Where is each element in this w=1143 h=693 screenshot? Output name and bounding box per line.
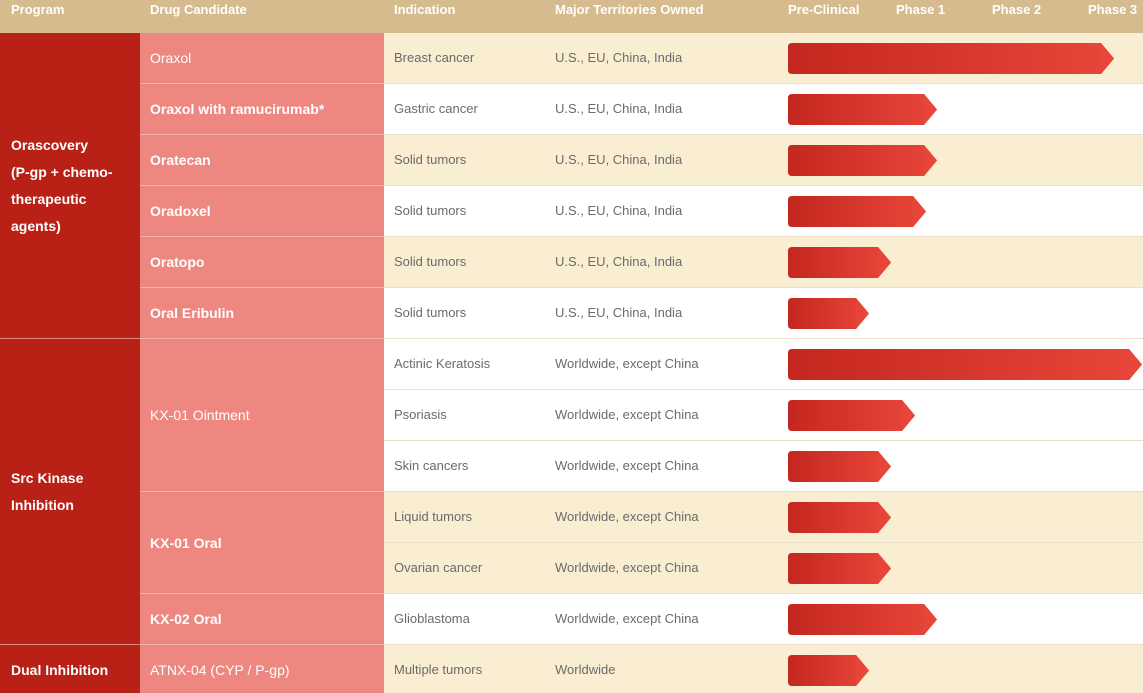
territory-cell: Worldwide, except China [555,611,699,626]
program-label-line: therapeutic [11,190,87,207]
program-label-line: Inhibition [11,496,74,513]
table-row [384,594,1143,645]
progress-arrow-bar [788,400,915,431]
header-phase-preclinical: Pre-Clinical [788,2,860,17]
progress-arrow-bar [788,655,869,686]
drug-candidate-label: Oratecan [150,152,211,168]
table-row [384,237,1143,288]
progress-arrow-bar [788,145,937,176]
table-row [384,84,1143,135]
progress-arrow-bar [788,94,937,125]
table-row [384,441,1143,492]
table-header: Program Drug Candidate Indication Major … [0,0,1143,33]
program-label: Dual Inhibition [11,657,108,684]
indication-cell: Skin cancers [394,458,469,473]
drug-candidate-label: KX-01 Oral [150,534,222,551]
territory-cell: U.S., EU, China, India [555,305,683,320]
territory-cell: U.S., EU, China, India [555,101,683,116]
indication-cell: Glioblastoma [394,611,470,626]
progress-arrow-bar [788,553,891,584]
indication-cell: Actinic Keratosis [394,356,491,371]
drug-candidate-cell[interactable]: ATNX-04 (CYP / P-gp) [140,645,384,693]
progress-arrow-bar [788,196,926,227]
drug-candidate-cell[interactable]: KX-01 Ointment [140,339,384,492]
drug-candidate-cell[interactable]: Oratopo [140,237,384,288]
progress-arrow-bar [788,604,937,635]
table-row [384,543,1143,594]
drug-candidate-cell[interactable]: Oral Eribulin [140,288,384,339]
progress-arrow-bar [788,502,891,533]
territory-cell: Worldwide, except China [555,407,699,422]
territory-cell: Worldwide, except China [555,509,699,524]
drug-candidate-cell[interactable]: KX-01 Oral [140,492,384,594]
program-label-line: Orascovery [11,136,89,153]
table-row [384,288,1143,339]
progress-arrow-bar [788,247,891,278]
territory-cell: Worldwide, except China [555,560,699,575]
header-indication: Indication [394,2,456,17]
program-label: Orascovery (P-gp + chemo-therapeutic agent… [11,132,113,240]
table-row [384,390,1143,441]
drug-candidate-label: KX-01 Ointment [150,407,250,423]
program-label-line: Dual Inhibition [11,661,109,678]
indication-cell: Solid tumors [394,203,467,218]
table-row [384,186,1143,237]
program-cell: Src Kinase Inhibition [0,339,140,645]
territory-cell: U.S., EU, China, India [555,203,683,218]
indication-cell: Gastric cancer [394,101,478,116]
progress-arrow-bar [788,451,891,482]
drug-candidate-label: Oral Eribulin [150,305,235,321]
progress-arrow-bar [788,298,869,329]
indication-cell: Liquid tumors [394,509,473,524]
program-label-line: agents) [11,217,61,234]
territory-cell: U.S., EU, China, India [555,152,683,167]
program-label-line: Src Kinase [11,469,84,486]
indication-cell: Solid tumors [394,254,467,269]
drug-candidate-label: ATNX-04 (CYP / P-gp) [150,662,290,678]
drug-candidate-label: KX-02 Oral [150,611,222,627]
drug-candidate-label: Oratopo [150,254,205,270]
territory-cell: Worldwide, except China [555,356,699,371]
territory-cell: Worldwide [555,662,616,677]
drug-candidate-label: Oraxol [150,50,192,66]
table-row [384,492,1143,543]
program-label-line: (P-gp + chemo- [11,163,113,180]
progress-arrow-bar [788,349,1142,380]
drug-candidate-label: Oradoxel [150,203,211,219]
indication-cell: Breast cancer [394,50,475,65]
indication-cell: Psoriasis [394,407,447,422]
header-phase-1: Phase 1 [896,2,946,17]
progress-arrow-bar [788,43,1114,74]
table-row [384,645,1143,693]
table-row [384,135,1143,186]
header-territories: Major Territories Owned [555,2,704,17]
territory-cell: U.S., EU, China, India [555,50,683,65]
drug-candidate-cell[interactable]: Oradoxel [140,186,384,237]
indication-cell: Solid tumors [394,152,467,167]
header-phase-2: Phase 2 [992,2,1042,17]
territory-cell: Worldwide, except China [555,458,699,473]
drug-candidate-cell[interactable]: KX-02 Oral [140,594,384,645]
header-drug-candidate: Drug Candidate [150,2,247,17]
territory-cell: U.S., EU, China, India [555,254,683,269]
drug-candidate-cell[interactable]: Oraxol [140,33,384,84]
program-cell: Dual Inhibition [0,645,140,693]
drug-candidate-cell[interactable]: Oraxol with ramucirumab* [140,84,384,135]
header-program: Program [11,2,65,17]
drug-candidate-label: Oraxol with ramucirumab* [150,101,325,117]
program-cell: Orascovery (P-gp + chemo-therapeutic agent… [0,33,140,339]
drug-candidate-cell[interactable]: Oratecan [140,135,384,186]
indication-cell: Ovarian cancer [394,560,483,575]
indication-cell: Solid tumors [394,305,467,320]
indication-cell: Multiple tumors [394,662,483,677]
program-label: Src Kinase Inhibition [11,465,83,519]
header-phase-3: Phase 3 [1088,2,1138,17]
